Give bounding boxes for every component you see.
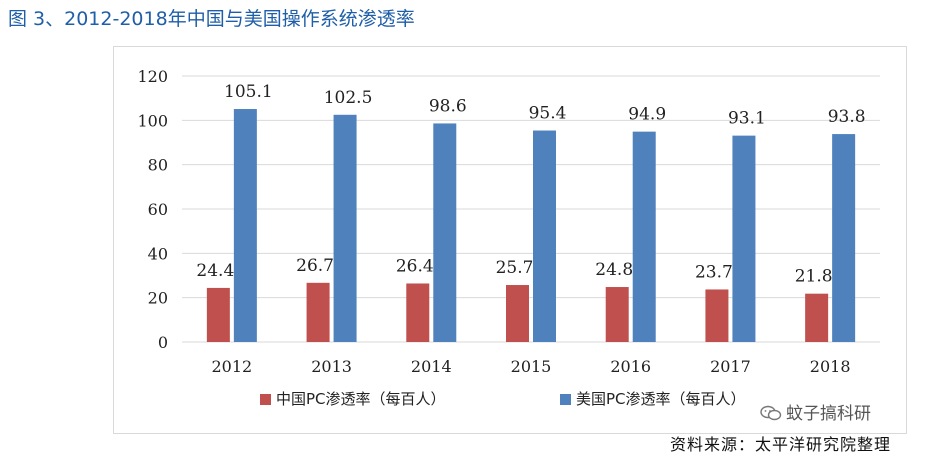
bar-china xyxy=(506,285,529,342)
data-label: 25.7 xyxy=(496,258,534,278)
x-tick-label: 2016 xyxy=(610,357,651,376)
bar-usa xyxy=(632,131,656,342)
x-tick-label: 2013 xyxy=(311,357,352,376)
data-label: 95.4 xyxy=(529,104,567,124)
y-tick-label: 80 xyxy=(148,156,168,175)
data-label: 24.8 xyxy=(595,260,633,280)
data-label: 93.8 xyxy=(828,107,866,127)
y-axis-ticks: 0 20 40 60 80 100 120 xyxy=(137,67,168,352)
bar-usa xyxy=(433,123,457,342)
bar-usa xyxy=(333,114,357,343)
figure-title: 图 3、2012-2018年中国与美国操作系统渗透率 xyxy=(8,8,415,30)
data-label: 98.6 xyxy=(429,96,467,116)
bars xyxy=(206,109,856,343)
legend-label: 中国PC渗透率（每百人） xyxy=(276,390,446,408)
y-tick-label: 60 xyxy=(148,200,168,219)
source-note: 资料来源：太平洋研究院整理 xyxy=(670,435,892,454)
data-label: 21.8 xyxy=(795,267,833,287)
legend: 中国PC渗透率（每百人） 美国PC渗透率（每百人） xyxy=(260,390,746,408)
y-tick-label: 120 xyxy=(137,67,168,86)
y-tick-label: 0 xyxy=(158,333,168,352)
bar-usa xyxy=(732,135,756,342)
legend-swatch xyxy=(560,394,571,405)
bar-china xyxy=(406,283,430,342)
data-label: 26.4 xyxy=(396,256,434,276)
gridlines xyxy=(182,75,880,343)
x-tick-label: 2012 xyxy=(211,357,252,376)
bar-china xyxy=(306,282,330,342)
bar-usa xyxy=(533,130,556,342)
watermark-text: 蚊子搞科研 xyxy=(786,404,871,424)
x-tick-label: 2017 xyxy=(710,357,751,376)
x-tick-label: 2015 xyxy=(511,357,552,376)
data-labels: 24.4 105.1 26.7 102.5 26.4 98.6 25.7 95.4 24.8 94… xyxy=(196,82,865,287)
x-tick-label: 2014 xyxy=(411,357,452,376)
wechat-icon xyxy=(760,405,782,421)
y-tick-label: 20 xyxy=(148,289,168,308)
data-label: 94.9 xyxy=(628,105,666,125)
data-label: 23.7 xyxy=(695,262,733,282)
bar-china xyxy=(206,287,230,342)
data-label: 105.1 xyxy=(224,82,273,102)
data-label: 24.4 xyxy=(196,261,234,281)
bar-usa xyxy=(832,134,856,342)
watermark: 蚊子搞科研 xyxy=(760,399,871,424)
bar-china xyxy=(605,287,629,342)
x-tick-label: 2018 xyxy=(810,357,851,376)
y-tick-label: 40 xyxy=(148,244,168,263)
data-label: 102.5 xyxy=(324,88,373,108)
bar-china xyxy=(805,293,829,342)
legend-swatch xyxy=(260,394,271,405)
legend-label: 美国PC渗透率（每百人） xyxy=(576,390,746,408)
x-axis-ticks: 2012 2013 2014 2015 2016 2017 2018 xyxy=(211,357,850,376)
bar-china xyxy=(705,289,729,342)
chart-frame xyxy=(113,46,907,434)
y-tick-label: 100 xyxy=(137,111,168,130)
data-label: 93.1 xyxy=(728,109,766,129)
data-label: 26.7 xyxy=(296,256,334,276)
bar-usa xyxy=(233,109,257,342)
